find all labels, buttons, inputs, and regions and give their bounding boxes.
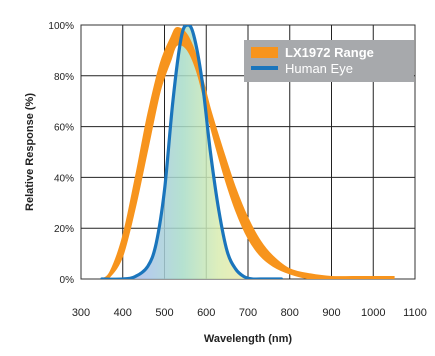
y-tick-label: 80%: [54, 72, 74, 83]
tick-labels: 300 400 500 600 700 800 900 1000 1100 0% 20% 40% 60%…: [48, 21, 426, 319]
legend: LX1972 Range Human Eye: [244, 40, 414, 82]
x-tick-label: 900: [322, 307, 340, 319]
x-tick-label: 700: [239, 307, 257, 319]
legend-label-lx1972-range: LX1972 Range: [285, 45, 374, 60]
x-tick-label: 1100: [403, 307, 427, 319]
y-tick-label: 0%: [60, 275, 75, 286]
y-tick-label: 20%: [54, 224, 74, 235]
legend-swatch-lx1972-range: [251, 47, 278, 58]
series-layer: [100, 25, 395, 279]
human-eye-line: [100, 25, 283, 279]
y-tick-label: 100%: [48, 21, 74, 32]
x-tick-label: 600: [197, 307, 215, 319]
legend-label-human-eye: Human Eye: [285, 61, 353, 76]
x-tick-label: 1000: [361, 307, 385, 319]
x-axis-title: Wavelength (nm): [204, 333, 293, 345]
y-axis-title: Relative Response (%): [24, 93, 36, 211]
x-tick-label: 800: [281, 307, 299, 319]
y-tick-label: 60%: [54, 123, 74, 134]
x-tick-label: 400: [114, 307, 132, 319]
human-eye-spectrum-fill: [101, 25, 282, 279]
x-tick-label: 500: [155, 307, 173, 319]
lx1972-range-band: [101, 26, 395, 279]
legend-swatch-human-eye: [251, 66, 278, 70]
y-tick-label: 40%: [54, 173, 74, 184]
x-tick-label: 300: [72, 307, 90, 319]
